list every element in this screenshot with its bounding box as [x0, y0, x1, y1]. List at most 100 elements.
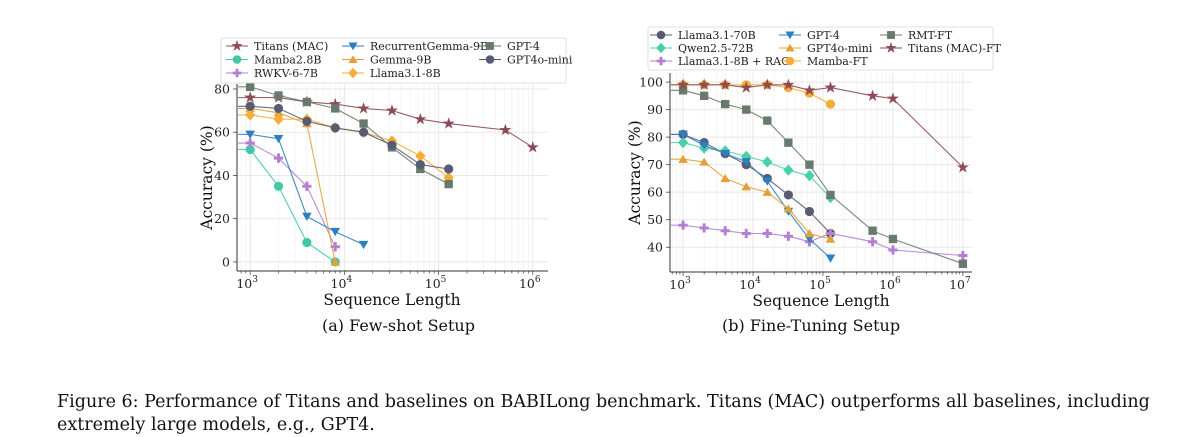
data-point — [302, 212, 312, 221]
x-tick-exponent: 6 — [535, 275, 541, 285]
data-point — [330, 123, 340, 133]
data-point — [273, 181, 284, 191]
y-tick-label: 70 — [647, 157, 663, 172]
legend-entry: GPT4o-mini — [779, 42, 873, 55]
y-tick-label: 40 — [214, 168, 230, 183]
data-point — [699, 91, 709, 101]
data-point — [414, 112, 427, 125]
data-point — [444, 179, 453, 189]
data-point — [699, 141, 709, 150]
data-point — [825, 254, 836, 263]
legend-label: Qwen2.5-72B — [678, 42, 753, 55]
y-tick-label: 50 — [647, 212, 663, 227]
y-tick-label: 60 — [214, 125, 230, 140]
data-point — [274, 91, 283, 100]
legend-marker — [231, 40, 243, 51]
data-point — [442, 117, 455, 129]
legend-label: GPT4o-mini — [507, 54, 573, 67]
legend-box — [647, 26, 994, 71]
data-point — [699, 223, 709, 233]
data-point — [762, 177, 773, 186]
data-point — [742, 105, 751, 114]
legend-label: Llama3.1-70B — [678, 29, 756, 42]
x-tick-exponent: 5 — [441, 275, 447, 285]
x-tick-label: 104 — [739, 276, 761, 292]
data-point — [886, 92, 899, 104]
y-tick-label: 80 — [214, 81, 230, 96]
data-point — [888, 245, 898, 255]
data-point — [741, 158, 752, 167]
data-point — [245, 138, 255, 148]
legend-label: Mamba-FT — [807, 55, 868, 68]
legend-marker — [348, 55, 358, 64]
data-point — [499, 123, 512, 136]
data-point — [245, 82, 255, 91]
series-rmt-ft — [670, 86, 968, 268]
data-point — [958, 259, 968, 268]
data-point — [888, 234, 898, 244]
data-point — [444, 164, 454, 174]
data-point — [330, 257, 341, 266]
legend-entry: GPT4o-mini — [479, 54, 573, 67]
data-point — [677, 78, 690, 90]
data-point — [245, 109, 256, 121]
data-point — [720, 173, 731, 183]
data-point — [273, 103, 284, 114]
legend-marker — [486, 42, 494, 50]
series-line — [670, 133, 831, 259]
series-line — [670, 142, 831, 199]
data-point — [867, 237, 878, 247]
data-point — [273, 153, 284, 163]
series-line — [670, 133, 831, 234]
data-point — [783, 204, 794, 213]
data-point — [357, 102, 370, 114]
series-line — [670, 89, 964, 265]
x-tick-label: 105 — [809, 276, 831, 292]
legend-label: GPT4o-mini — [807, 42, 873, 55]
legend-label: RMT-FT — [908, 29, 953, 42]
data-point — [245, 101, 255, 111]
y-tick-label: 100 — [639, 75, 663, 90]
data-point — [330, 227, 341, 237]
legend-entry: RWKV-6-7B — [226, 67, 318, 80]
x-tick-exponent: 7 — [965, 276, 971, 286]
legend-entry: Qwen2.5-72B — [650, 42, 753, 55]
series-gpt4o-mini — [670, 154, 836, 243]
x-tick-exponent: 3 — [685, 276, 691, 286]
data-point — [526, 141, 539, 153]
series-gpt4o-mini — [237, 101, 454, 174]
legend-entry: GPT-4 — [479, 40, 540, 53]
data-point — [783, 190, 793, 200]
data-point — [783, 231, 793, 241]
data-point — [804, 206, 815, 217]
x-tick-exponent: 3 — [252, 275, 258, 285]
series-line — [670, 84, 964, 168]
y-axis-label: Accuracy (%) — [198, 125, 216, 230]
series-line — [237, 97, 534, 148]
x-tick-label: 106 — [519, 275, 541, 291]
data-point — [359, 127, 369, 137]
subcaption-few-shot: (a) Few-shot Setup — [322, 316, 475, 335]
legend-label: GPT-4 — [807, 29, 840, 42]
legend-label: RWKV-6-7B — [254, 67, 318, 80]
legend-marker — [785, 43, 795, 52]
x-tick-label: 105 — [425, 275, 447, 291]
data-point — [825, 99, 836, 109]
data-point — [415, 160, 425, 170]
data-point — [330, 242, 340, 252]
data-point — [866, 89, 879, 101]
data-point — [763, 116, 772, 125]
legend-label: RecurrentGemma-9B — [370, 40, 488, 53]
legend-entry: Gemma-9B — [342, 54, 432, 67]
chart-few-shot: 0 20 40 60 80 103 104 105 106 Sequence Length Accu… — [198, 37, 573, 309]
data-point — [956, 161, 969, 173]
data-point — [721, 99, 730, 109]
data-point — [720, 149, 731, 159]
series-recurrentgemma-9b — [237, 130, 369, 250]
legend-marker — [232, 55, 242, 64]
data-point — [825, 234, 836, 243]
data-point — [302, 97, 312, 107]
data-point — [331, 104, 340, 113]
series-line — [237, 142, 336, 248]
